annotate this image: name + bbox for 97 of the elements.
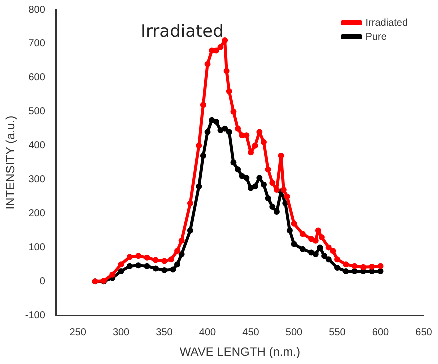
point: [256, 175, 263, 182]
point: [326, 244, 332, 251]
point: [204, 61, 211, 68]
point: [144, 263, 150, 270]
point: [170, 266, 176, 273]
point: [252, 142, 258, 149]
point: [162, 258, 168, 264]
point: [260, 182, 267, 188]
point: [265, 166, 272, 173]
point: [178, 238, 185, 244]
point: [152, 257, 159, 264]
point: [318, 234, 325, 240]
point: [174, 248, 180, 254]
point: [200, 102, 206, 108]
point: [235, 166, 242, 173]
x-tick-label: 250: [70, 327, 87, 338]
y-tick-label: 500: [28, 106, 46, 118]
point: [284, 194, 290, 200]
x-tick-label: 500: [286, 327, 304, 338]
point: [286, 228, 293, 234]
point: [196, 142, 202, 149]
y-tick-label: 600: [28, 72, 46, 84]
point: [326, 256, 332, 263]
point: [126, 263, 133, 270]
y-tick-label: -100: [25, 310, 46, 322]
point: [196, 184, 202, 190]
point: [226, 88, 232, 94]
x-tick-label: 550: [329, 327, 346, 338]
point: [300, 246, 306, 252]
point: [280, 186, 287, 193]
point: [270, 204, 276, 210]
point: [187, 228, 194, 234]
x-tick-label: 400: [199, 327, 217, 338]
x-tick-label: 600: [372, 327, 390, 338]
point: [369, 264, 376, 270]
point: [270, 180, 276, 186]
point: [230, 108, 237, 115]
point: [118, 262, 124, 268]
point: [260, 139, 267, 146]
y-tick-label: 0: [40, 276, 46, 288]
point: [174, 262, 180, 268]
point: [235, 126, 242, 132]
point: [224, 68, 230, 74]
point: [178, 251, 185, 258]
point: [226, 129, 232, 136]
y-axis-title: INTENSITY (a.u.): [4, 116, 18, 210]
x-tick-label: 650: [416, 327, 433, 338]
point: [252, 184, 258, 190]
point: [300, 231, 306, 238]
point: [291, 220, 298, 227]
point: [334, 256, 341, 263]
y-tick-label: 800: [28, 4, 46, 16]
point: [126, 254, 133, 260]
point: [378, 263, 384, 270]
point: [291, 241, 298, 248]
point: [218, 44, 224, 50]
x-tick-label: 350: [156, 327, 174, 338]
point: [204, 129, 211, 136]
legend-label: Irradiated: [366, 18, 408, 29]
point: [317, 244, 324, 251]
point: [343, 262, 350, 268]
y-tick-label: 700: [28, 38, 46, 50]
point: [343, 268, 350, 274]
point: [312, 251, 319, 258]
x-tick-label: 300: [112, 327, 130, 338]
point: [222, 126, 228, 132]
point: [200, 153, 206, 160]
point: [312, 238, 319, 244]
point: [213, 119, 220, 126]
point: [274, 209, 280, 216]
point: [187, 200, 194, 207]
y-tick-label: 300: [28, 174, 46, 186]
x-axis-title: WAVE LENGTH (n.m.): [180, 345, 301, 360]
point: [360, 264, 366, 270]
point: [136, 262, 142, 269]
point: [168, 256, 174, 263]
y-tick-label: 400: [28, 140, 46, 152]
point: [378, 268, 384, 274]
point: [322, 253, 328, 260]
point: [239, 173, 246, 180]
point: [352, 263, 358, 270]
point: [152, 266, 159, 272]
y-tick-label: 200: [28, 208, 46, 220]
x-tick-label: 450: [242, 327, 260, 338]
point: [230, 160, 237, 166]
point: [110, 272, 116, 278]
point: [136, 253, 142, 260]
point: [330, 248, 336, 254]
y-tick-label: 100: [28, 242, 46, 254]
legend-label: Pure: [366, 32, 388, 43]
point: [162, 267, 168, 274]
annotation: Irradiated: [140, 22, 224, 42]
point: [144, 254, 150, 261]
point: [118, 268, 124, 274]
point: [334, 265, 341, 272]
point: [265, 195, 272, 202]
point: [244, 175, 250, 182]
